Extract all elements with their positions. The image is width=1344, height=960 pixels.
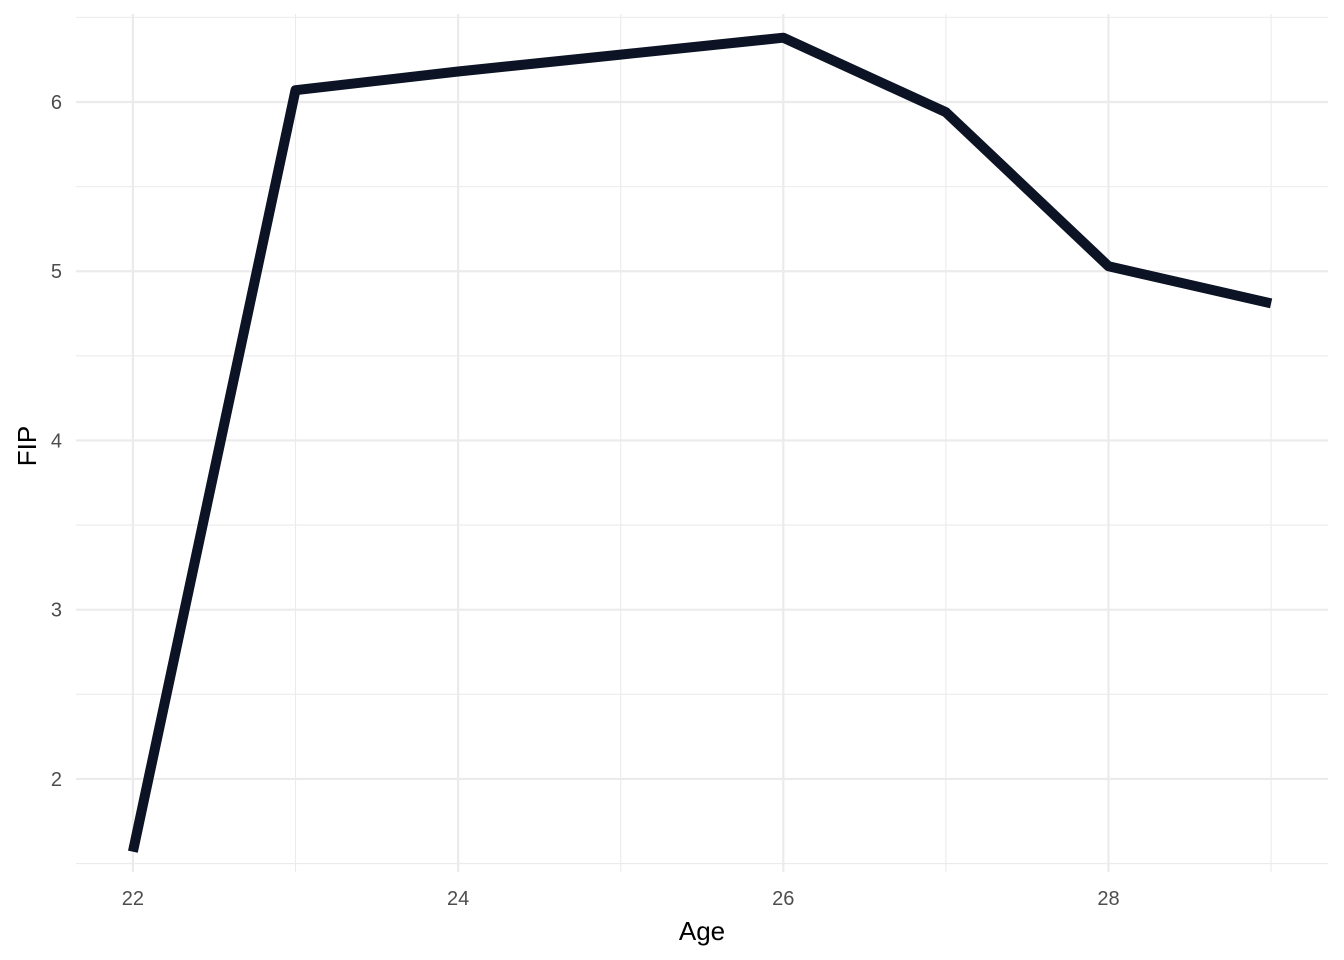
x-tick-label: 26 xyxy=(772,888,794,910)
series-line xyxy=(128,32,1273,853)
y-axis-title: FIP xyxy=(12,426,42,466)
y-tick-label: 6 xyxy=(51,92,62,114)
y-tick-label: 5 xyxy=(51,261,62,283)
series-layer xyxy=(128,32,1273,853)
y-tick-label: 4 xyxy=(51,430,62,452)
x-tick-label: 22 xyxy=(122,888,144,910)
x-axis-title: Age xyxy=(679,916,725,946)
y-tick-label: 2 xyxy=(51,769,62,791)
x-tick-label: 24 xyxy=(447,888,469,910)
x-axis-tick-labels: 22 24 26 28 xyxy=(122,888,1120,910)
x-tick-label: 28 xyxy=(1097,888,1119,910)
y-tick-label: 3 xyxy=(51,600,62,622)
y-axis-tick-labels: 2 3 4 5 6 xyxy=(51,92,62,791)
minor-gridlines xyxy=(76,14,1328,872)
major-gridlines xyxy=(76,14,1328,872)
